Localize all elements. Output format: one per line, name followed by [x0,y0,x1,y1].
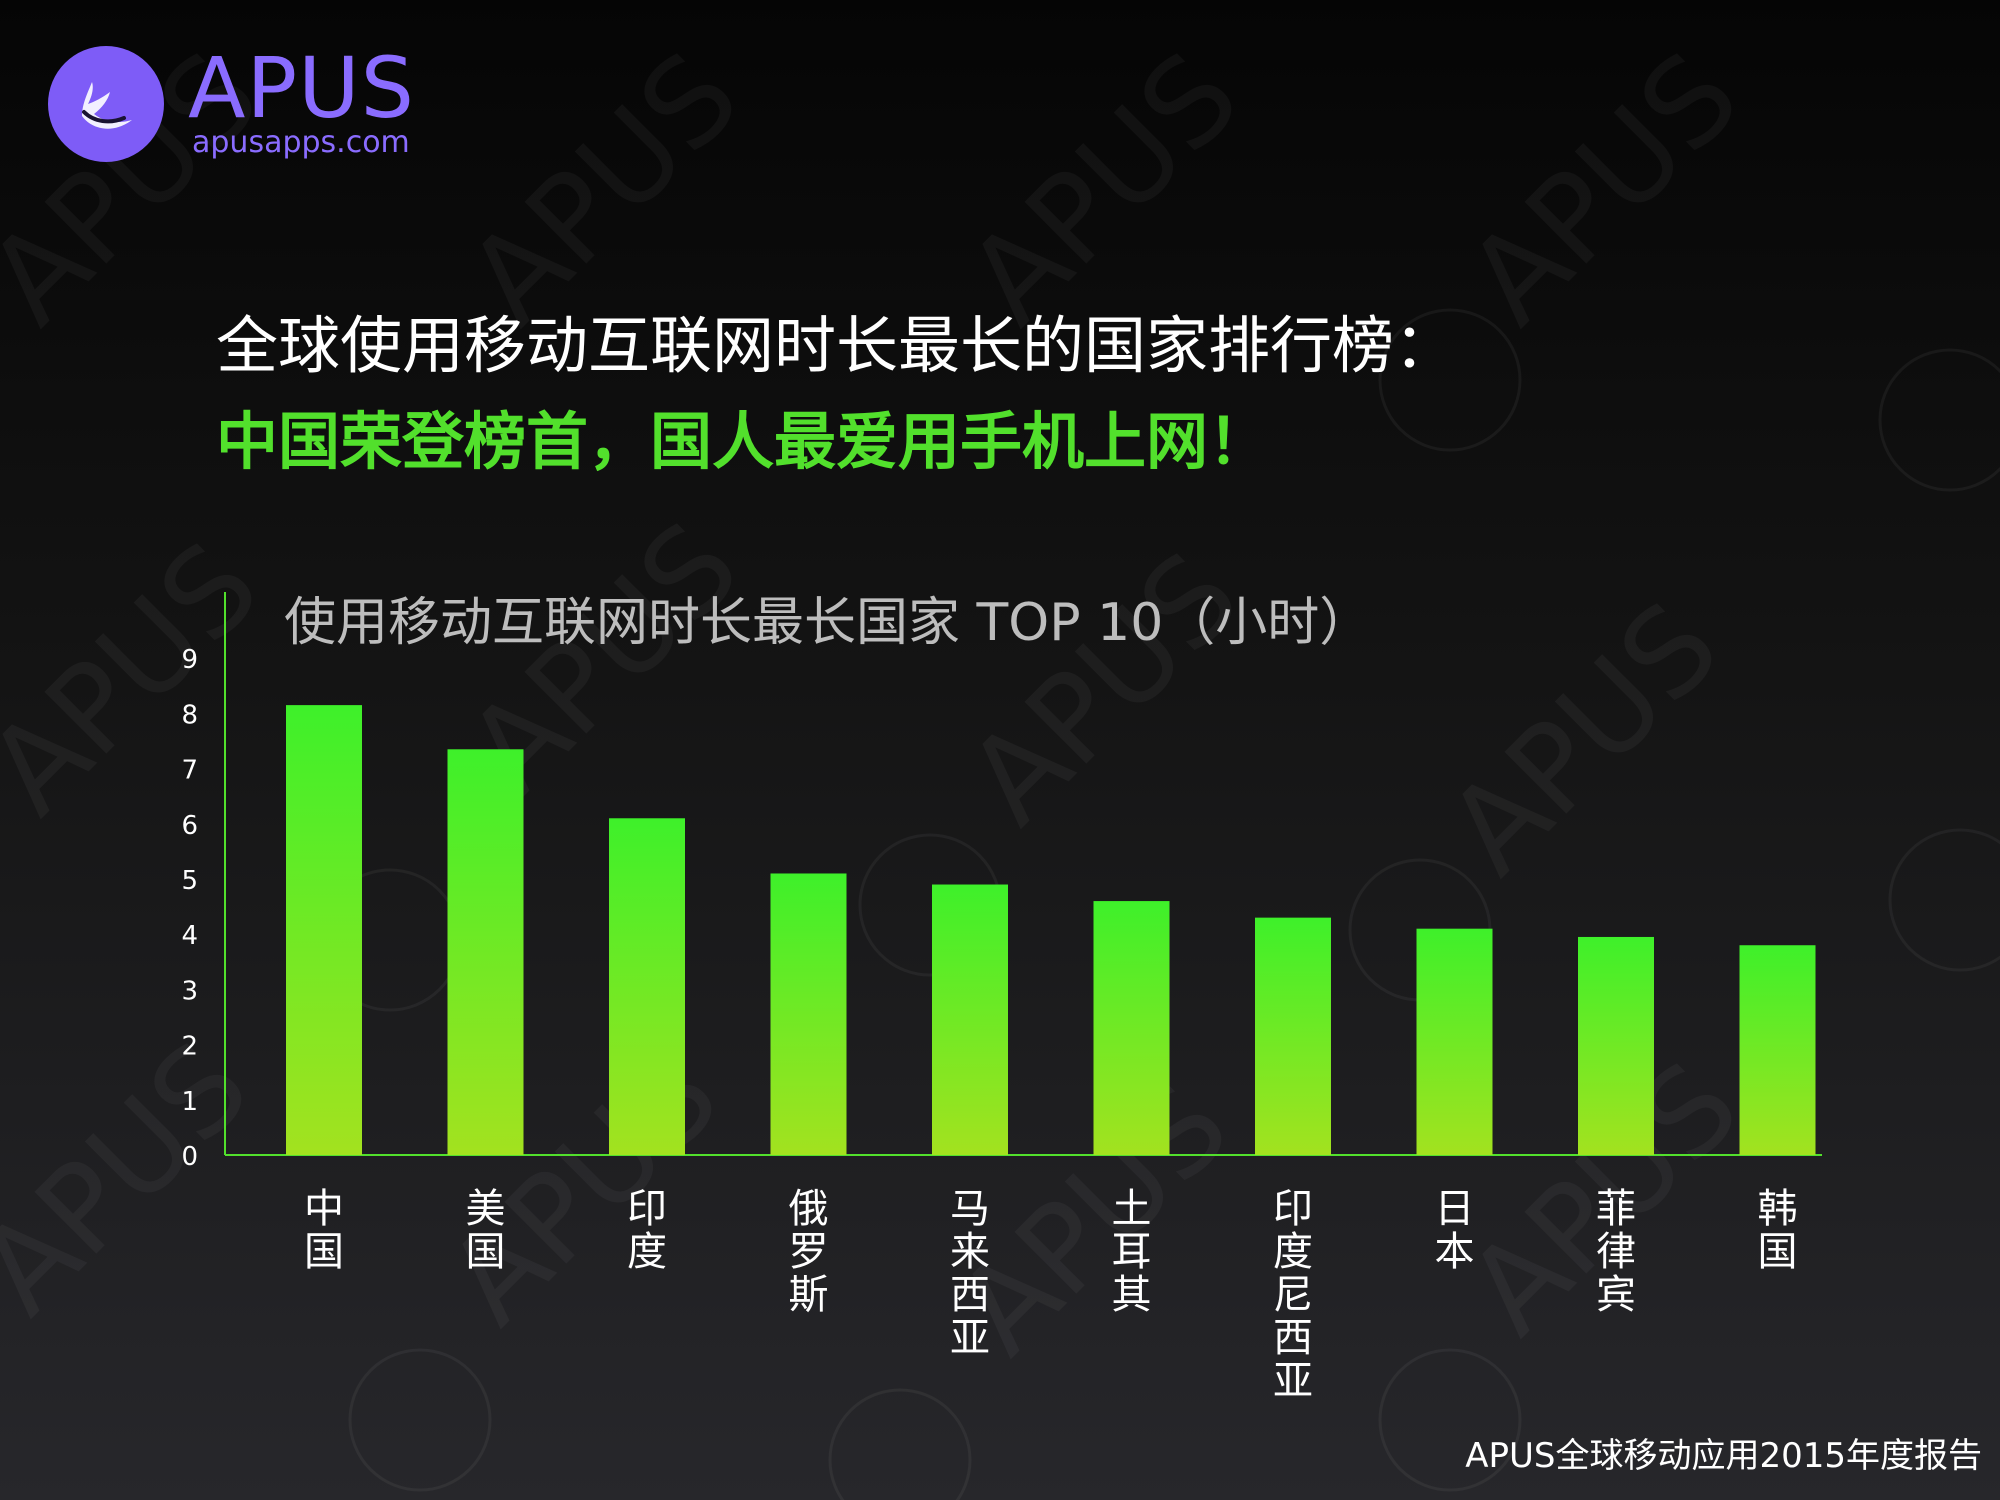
y-tick-label: 1 [181,1087,198,1117]
apus-logo [48,46,164,162]
y-tick-label: 5 [181,866,198,896]
bird-icon [82,82,132,129]
bar-4 [932,884,1008,1155]
x-tick-label: 菲律宾 [1596,1186,1636,1318]
x-tick-label: 俄罗斯 [789,1186,829,1318]
bar-5 [1093,901,1170,1155]
y-tick-label: 4 [181,921,198,951]
bar-8 [1578,936,1654,1155]
bar-1 [447,749,524,1155]
x-tick-label: 韩国 [1758,1186,1798,1275]
y-tick-label: 9 [181,645,198,675]
y-tick-label: 0 [181,1142,198,1172]
y-tick-label: 8 [181,700,198,730]
bar-2 [609,818,685,1155]
brand-url: apusapps.com [192,125,410,160]
bar-7 [1416,928,1493,1155]
bar-3 [770,873,847,1155]
x-tick-label: 中国 [304,1186,344,1275]
y-tick-label: 6 [181,811,198,841]
report-footer: APUS全球移动应用2015年度报告 [1465,1436,1982,1476]
chart-title: 使用移动互联网时长最长国家 TOP 10（小时） [284,593,1372,653]
x-tick-label: 马来西亚 [950,1186,990,1361]
page-title: 全球使用移动互联网时长最长的国家排行榜： [216,309,1457,382]
x-tick-label: 土耳其 [1112,1186,1152,1318]
bar-6 [1255,917,1331,1155]
bar-0 [286,705,362,1155]
x-tick-label: 印度 [627,1186,667,1275]
x-tick-label: 日本 [1435,1186,1475,1275]
y-tick-label: 2 [181,1032,198,1062]
bar-9 [1739,945,1816,1155]
x-tick-label: 美国 [466,1186,506,1275]
brand-name: APUS [188,39,415,137]
y-tick-label: 3 [181,976,198,1006]
y-tick-label: 7 [181,756,198,786]
page-subtitle: 中国荣登榜首，国人最爱用手机上网！ [216,405,1271,478]
x-tick-label: 印度尼西亚 [1273,1186,1313,1404]
